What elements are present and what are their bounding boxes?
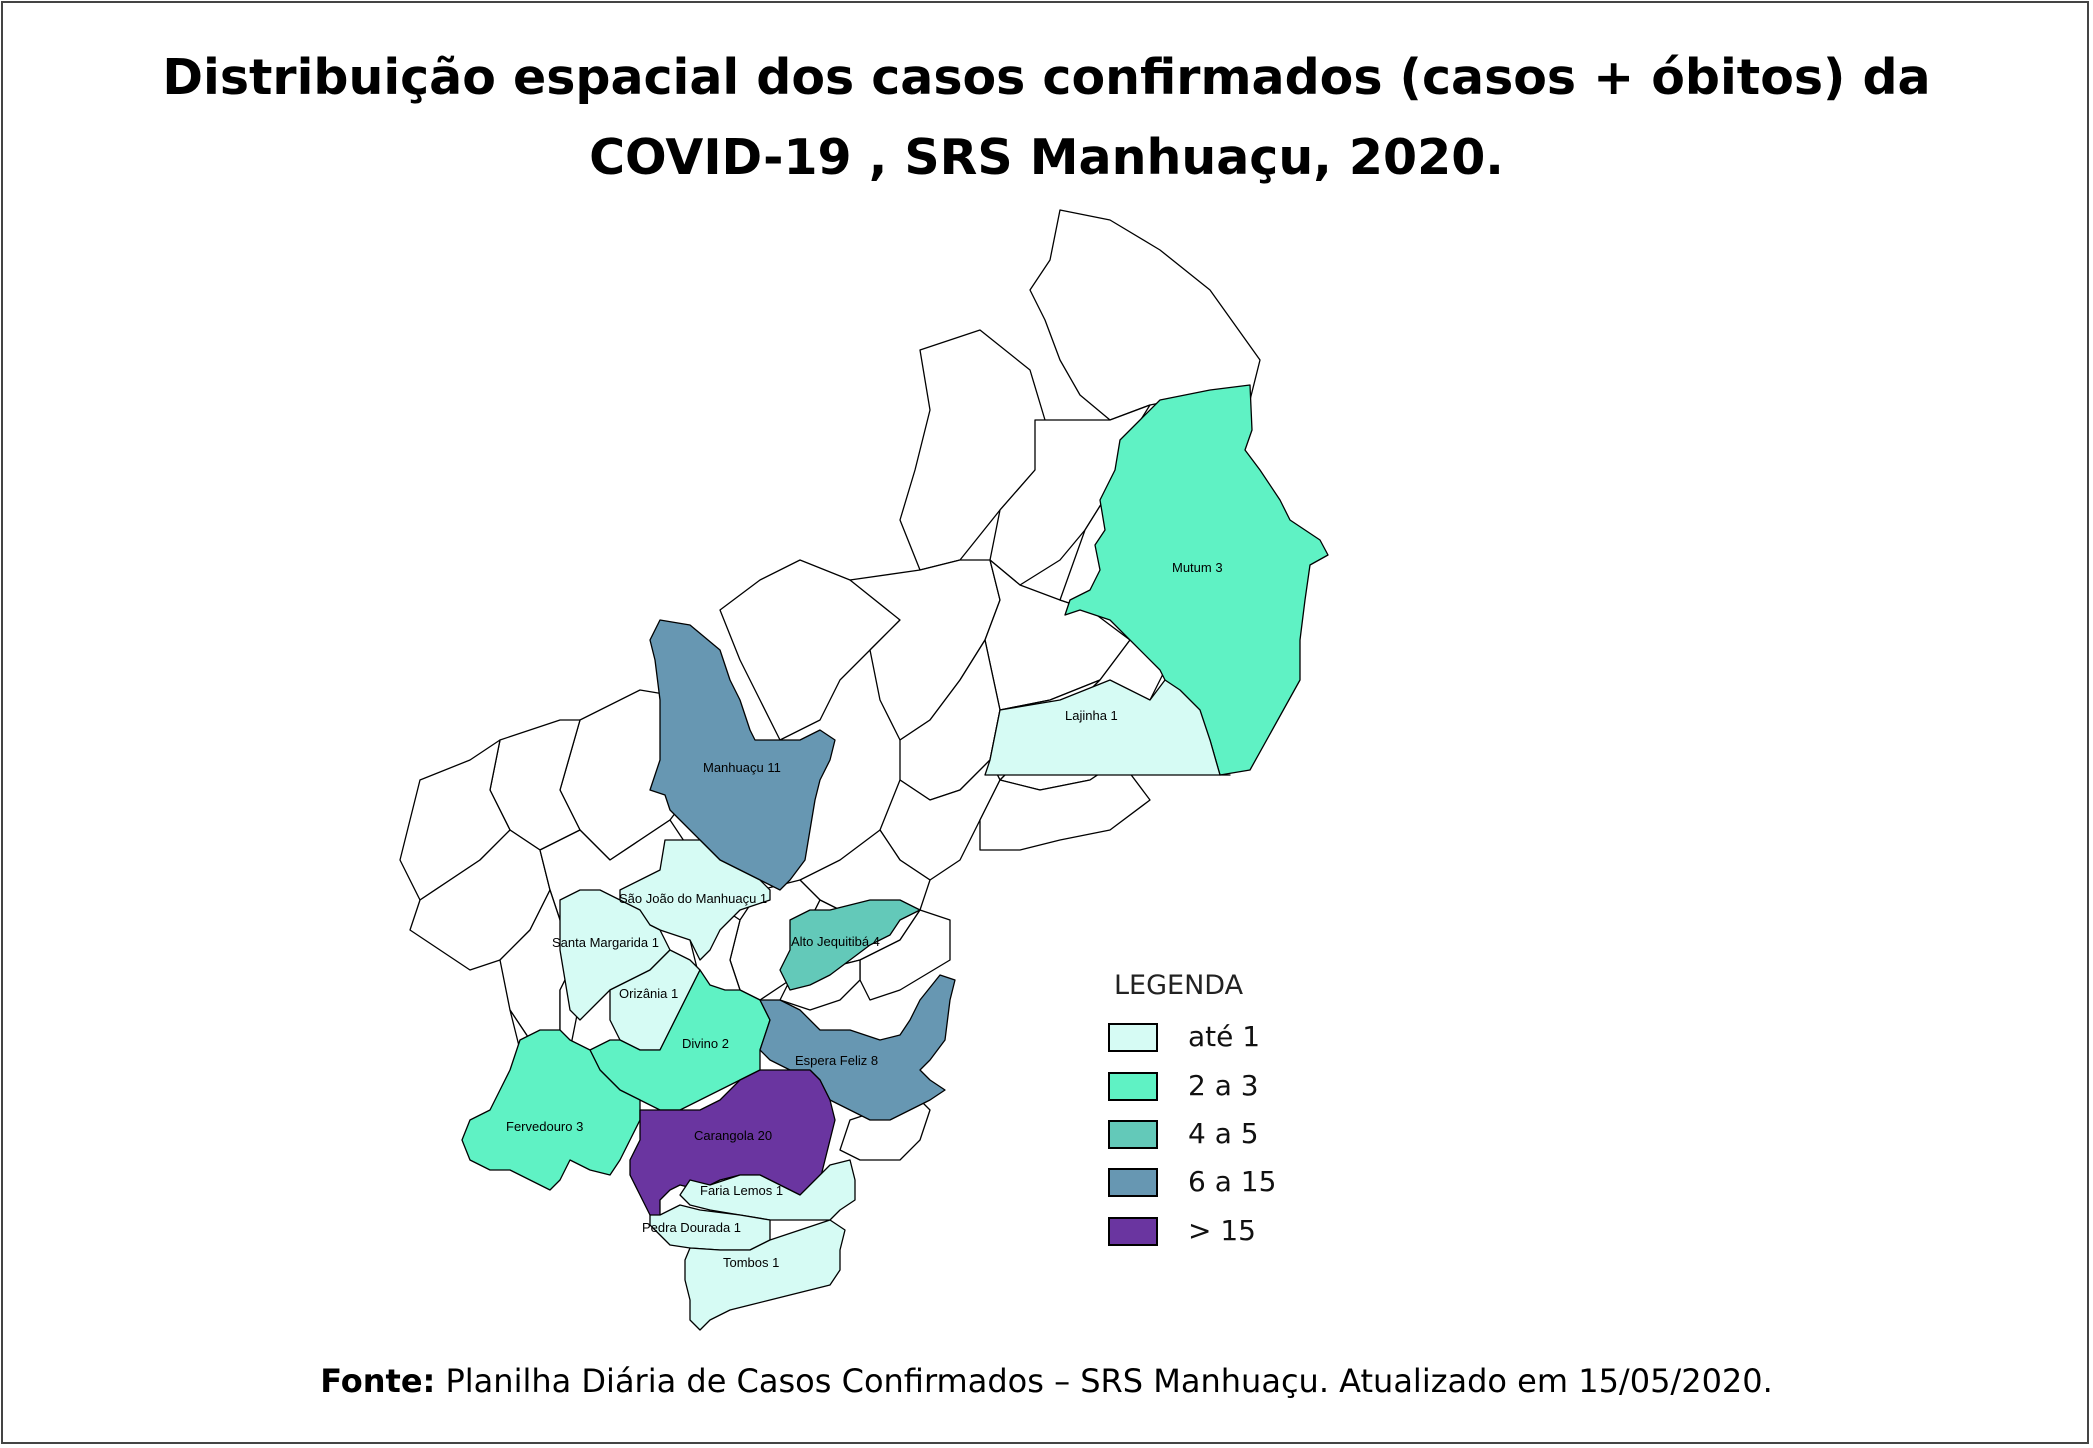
municipality-north-2 [899, 329, 1046, 571]
label-lajinha: Lajinha 1 [1065, 708, 1118, 723]
municipality-center-8 [979, 759, 1151, 851]
label-carangola: Carangola 20 [694, 1128, 772, 1143]
legend-swatch-ate-1 [1108, 1023, 1158, 1052]
municipality-east-1 [859, 909, 951, 1001]
legend-item-more-than-15: > 15 [1108, 1213, 1368, 1249]
map-legend: LEGENDA até 1 2 a 3 4 a 5 6 a 15 > 15 [1108, 970, 1368, 1260]
legend-item-ate-1: até 1 [1108, 1019, 1368, 1055]
legend-item-4-a-5: 4 a 5 [1108, 1116, 1368, 1152]
colored-municipalities [461, 384, 1329, 1331]
legend-item-6-a-15: 6 a 15 [1108, 1164, 1368, 1200]
label-orizania: Orizânia 1 [619, 986, 678, 1001]
label-mutum: Mutum 3 [1172, 560, 1223, 575]
source-text: Planilha Diária de Casos Confirmados – S… [435, 1362, 1773, 1400]
legend-label-4-a-5: 4 a 5 [1188, 1117, 1259, 1150]
legend-label-2-a-3: 2 a 3 [1188, 1069, 1259, 1102]
source-label: Fonte: [320, 1362, 436, 1400]
label-pedra-dourada: Pedra Dourada 1 [642, 1220, 741, 1235]
legend-swatch-6-a-15 [1108, 1168, 1158, 1197]
map-title-line-2: COVID-19 , SRS Manhuaçu, 2020. [589, 129, 1504, 186]
source-note: Fonte: Planilha Diária de Casos Confirma… [0, 1362, 2093, 1400]
municipality-lajinha [984, 679, 1231, 776]
municipality-manhuacu [649, 619, 836, 891]
legend-item-2-a-3: 2 a 3 [1108, 1068, 1368, 1104]
municipality-faria-lemos [679, 1159, 856, 1221]
municipality-sao-joao-do-manhuacu [619, 839, 771, 961]
label-tombos: Tombos 1 [723, 1255, 779, 1270]
label-divino: Divino 2 [682, 1036, 729, 1051]
legend-label-ate-1: até 1 [1188, 1020, 1261, 1053]
map-labels: Mutum 3 Lajinha 1 Manhuaçu 11 São João d… [506, 560, 1223, 1270]
label-manhuacu: Manhuaçu 11 [703, 760, 781, 775]
label-sao-joao-do-manhuacu: São João do Manhuaçu 1 [619, 891, 767, 906]
legend-swatch-more-than-15 [1108, 1217, 1158, 1246]
label-espera-feliz: Espera Feliz 8 [795, 1053, 878, 1068]
legend-swatch-4-a-5 [1108, 1120, 1158, 1149]
legend-title: LEGENDA [1114, 970, 1244, 1001]
label-fervedouro: Fervedouro 3 [506, 1119, 583, 1134]
municipality-alto-jequitiba [779, 899, 921, 991]
legend-label-6-a-15: 6 a 15 [1188, 1165, 1277, 1198]
legend-swatch-2-a-3 [1108, 1072, 1158, 1101]
label-faria-lemos: Faria Lemos 1 [700, 1183, 783, 1198]
municipality-tombos [684, 1219, 846, 1331]
municipality-fervedouro [461, 1029, 641, 1191]
legend-label-more-than-15: > 15 [1188, 1214, 1256, 1247]
map-title: Distribuição espacial dos casos confirma… [0, 38, 2093, 198]
map-title-line-1: Distribuição espacial dos casos confirma… [162, 49, 1931, 106]
label-alto-jequitiba: Alto Jequitibá 4 [791, 934, 880, 949]
label-santa-margarida: Santa Margarida 1 [552, 935, 659, 950]
municipality-north-3 [989, 404, 1151, 586]
